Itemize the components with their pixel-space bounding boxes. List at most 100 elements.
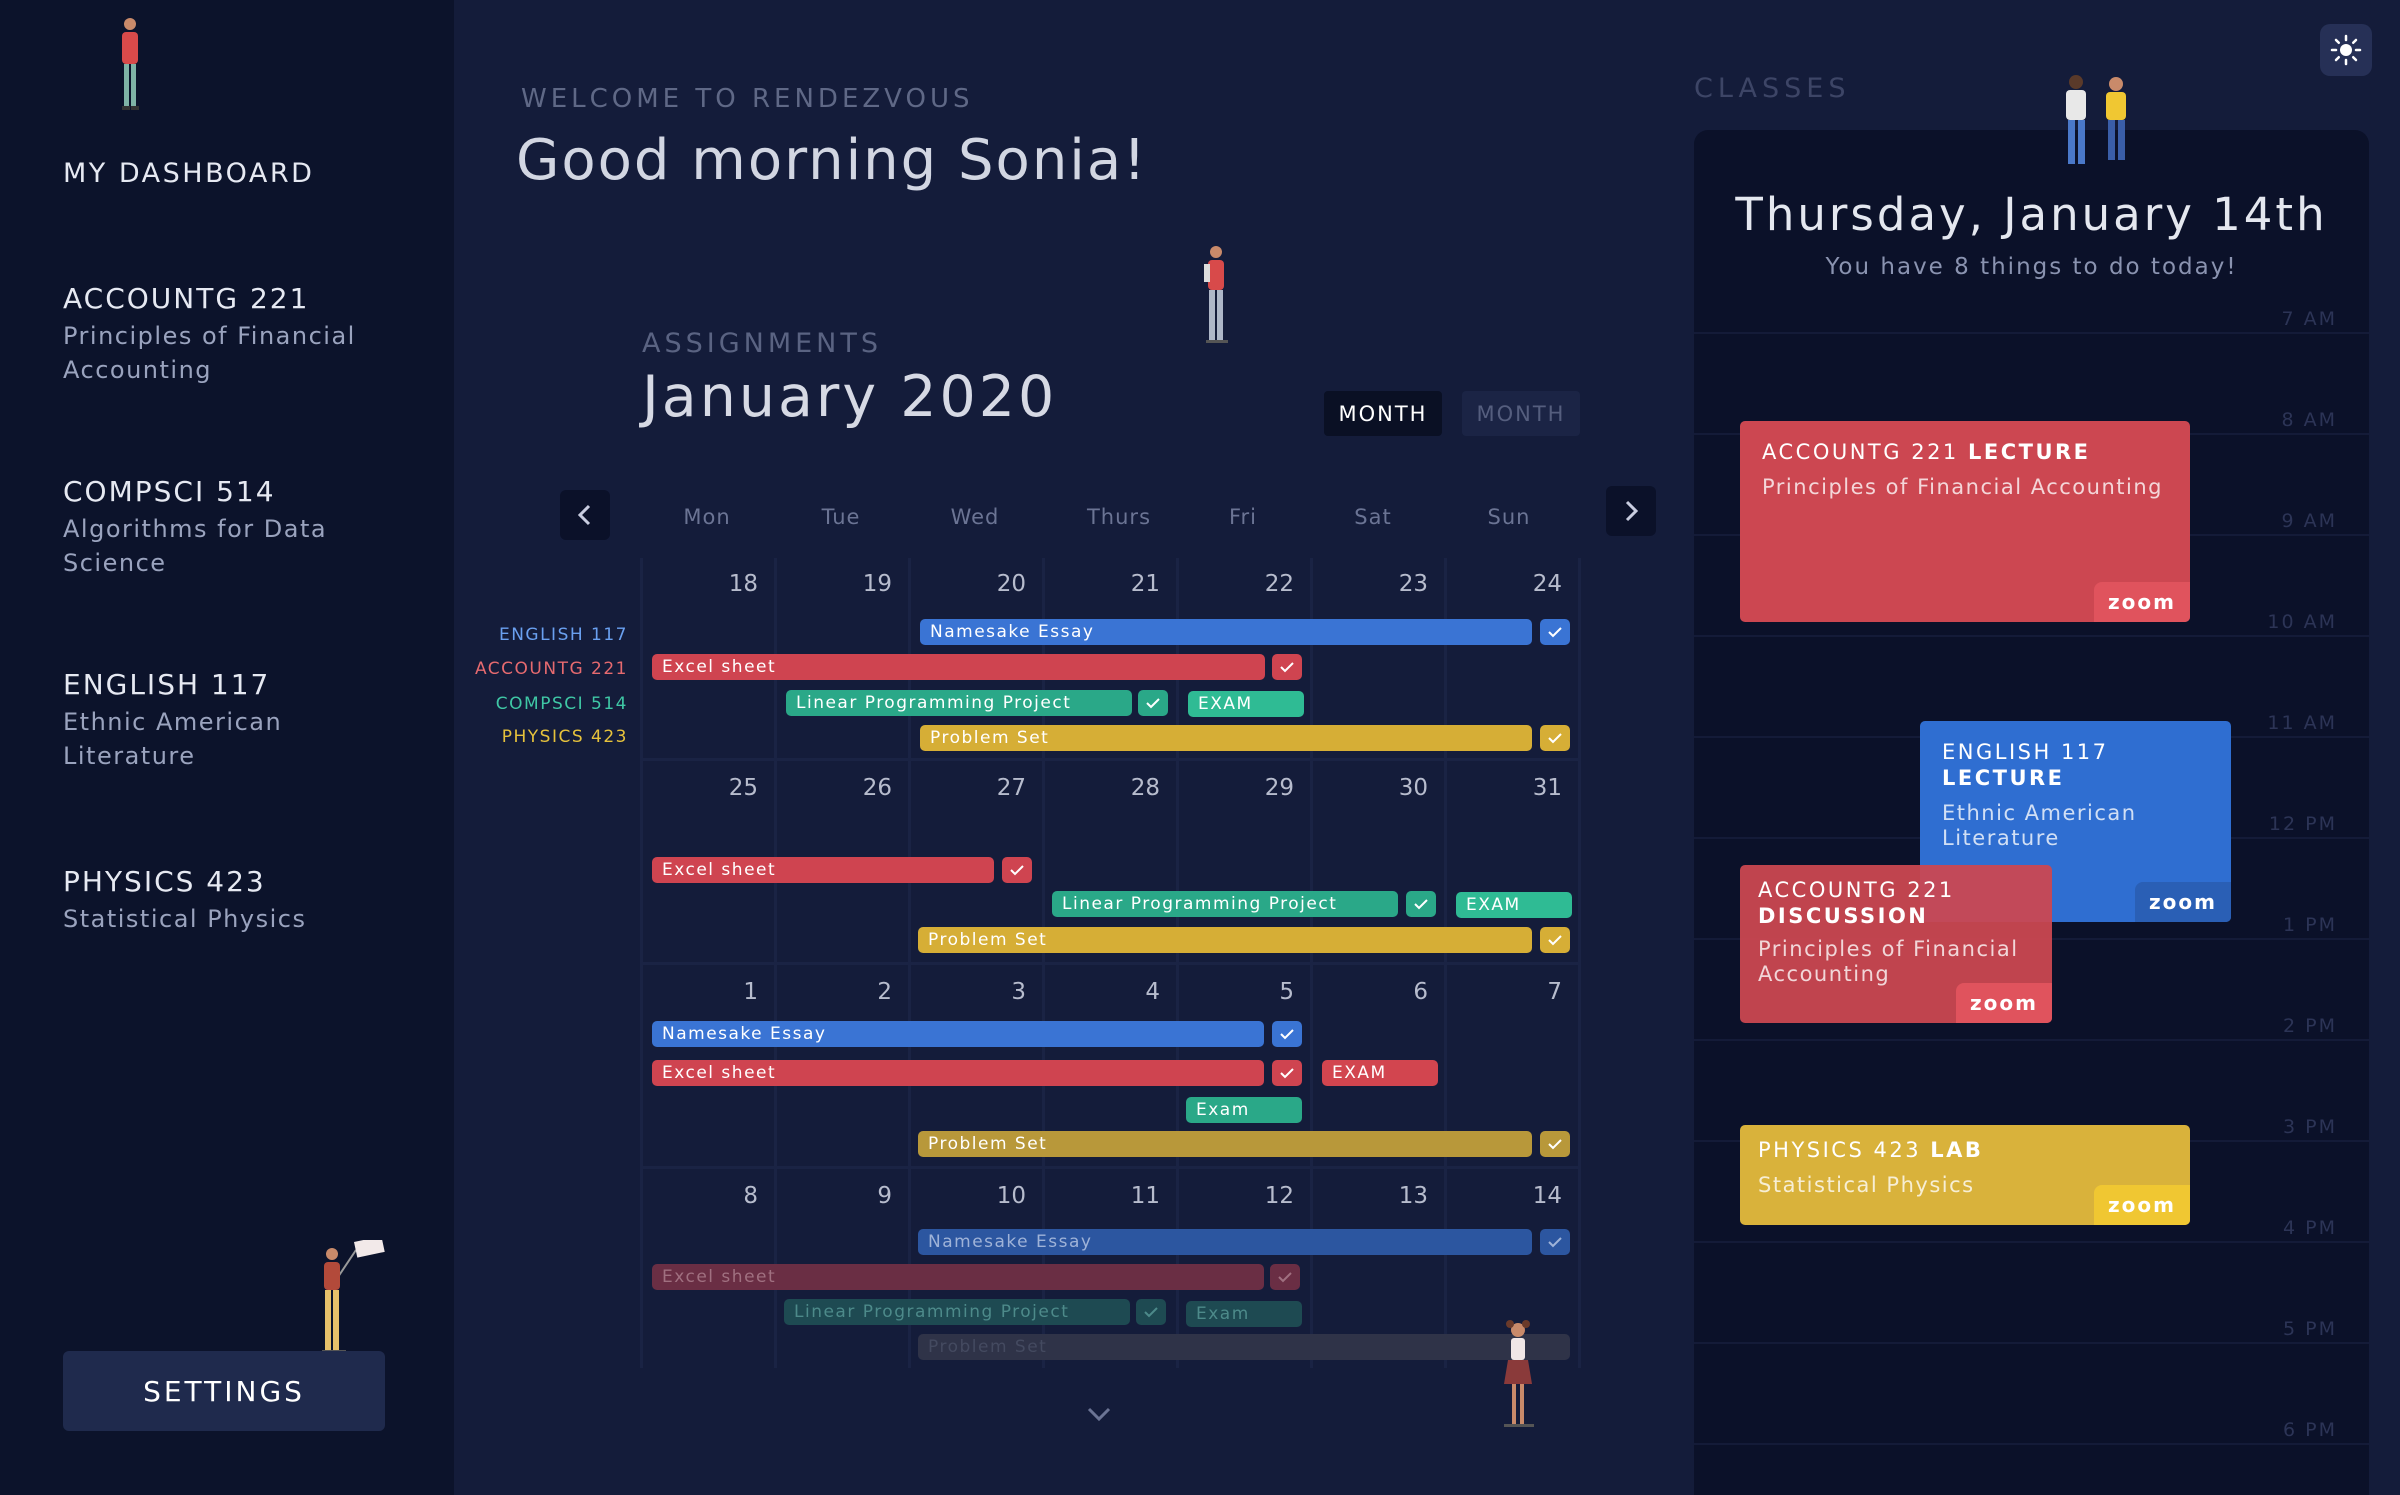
assignment-bar-excel-sheet[interactable]: Excel sheet <box>652 1060 1264 1086</box>
check-icon <box>1280 1068 1294 1079</box>
calendar-date[interactable]: 9 <box>877 1183 892 1209</box>
calendar-date[interactable]: 19 <box>862 571 892 597</box>
assignment-bar-problem-set[interactable]: Problem Set <box>920 725 1532 751</box>
settings-button[interactable]: SETTINGS <box>63 1351 385 1431</box>
prev-month-button[interactable] <box>560 490 610 540</box>
dashboard-title[interactable]: MY DASHBOARD <box>63 158 315 189</box>
assignment-check[interactable] <box>1540 619 1570 645</box>
month-title: January 2020 <box>642 364 1058 430</box>
month-view-toggle-alt[interactable]: MONTH <box>1462 391 1580 436</box>
assignment-check[interactable] <box>1270 1264 1300 1290</box>
sidebar-course-compsci[interactable]: COMPSCI 514 Algorithms for Data Science <box>63 475 423 580</box>
event-title: ACCOUNTG 221 LECTURE <box>1762 440 2091 464</box>
assignment-bar-linear-programming[interactable]: Linear Programming Project <box>1052 891 1398 917</box>
sun-icon <box>2330 34 2362 66</box>
check-icon <box>1010 865 1024 876</box>
assignment-check[interactable] <box>1272 654 1302 680</box>
calendar-date[interactable]: 2 <box>877 979 892 1005</box>
assignment-bar-excel-sheet[interactable]: Excel sheet <box>652 654 1265 680</box>
calendar-date[interactable]: 1 <box>743 979 758 1005</box>
assignment-bar-exam[interactable]: EXAM <box>1188 691 1304 717</box>
calendar-date[interactable]: 20 <box>996 571 1026 597</box>
assignment-bar-excel-sheet[interactable]: Excel sheet <box>652 1264 1264 1290</box>
hour-gridline <box>1694 332 2369 334</box>
calendar-date[interactable]: 24 <box>1532 571 1562 597</box>
sidebar-course-accountg[interactable]: ACCOUNTG 221 Principles of Financial Acc… <box>63 282 423 387</box>
calendar-date[interactable]: 21 <box>1130 571 1160 597</box>
event-accountg-discussion[interactable]: ACCOUNTG 221 DISCUSSION Principles of Fin… <box>1740 865 2052 1023</box>
assignment-check[interactable] <box>1138 690 1168 716</box>
legend-compsci: COMPSCI 514 <box>495 694 628 714</box>
check-icon <box>1280 1029 1294 1040</box>
calendar-date[interactable]: 11 <box>1130 1183 1160 1209</box>
calendar-date[interactable]: 30 <box>1398 775 1428 801</box>
assignment-bar-problem-set[interactable]: Problem Set <box>918 927 1532 953</box>
assignment-check[interactable] <box>1540 927 1570 953</box>
assignment-check[interactable] <box>1540 1131 1570 1157</box>
calendar-date[interactable]: 7 <box>1547 979 1562 1005</box>
calendar-date[interactable]: 25 <box>728 775 758 801</box>
legend-english: ENGLISH 117 <box>498 625 628 645</box>
event-subtitle: Statistical Physics <box>1758 1173 1975 1197</box>
assignment-bar-exam[interactable]: Exam <box>1186 1301 1302 1327</box>
calendar-date[interactable]: 22 <box>1264 571 1294 597</box>
calendar-date[interactable]: 18 <box>728 571 758 597</box>
assignment-bar-exam[interactable]: EXAM <box>1322 1060 1438 1086</box>
calendar-date[interactable]: 23 <box>1398 571 1428 597</box>
assignment-bar-linear-programming[interactable]: Linear Programming Project <box>784 1299 1130 1325</box>
assignment-check[interactable] <box>1540 1229 1570 1255</box>
assignment-check[interactable] <box>1002 857 1032 883</box>
assignment-bar-namesake-essay[interactable]: Namesake Essay <box>918 1229 1532 1255</box>
zoom-link[interactable]: zoom <box>1956 983 2052 1023</box>
calendar-date[interactable]: 31 <box>1532 775 1562 801</box>
calendar-date[interactable]: 29 <box>1264 775 1294 801</box>
assignment-bar-namesake-essay[interactable]: Namesake Essay <box>652 1021 1264 1047</box>
event-subtitle: Principles of Financial Accounting <box>1758 937 2019 986</box>
zoom-link[interactable]: zoom <box>2135 882 2231 922</box>
assignment-check[interactable] <box>1272 1021 1302 1047</box>
next-month-button[interactable] <box>1606 486 1656 536</box>
event-accountg-lecture[interactable]: ACCOUNTG 221 LECTURE Principles of Finan… <box>1740 421 2190 622</box>
event-english-lecture[interactable]: ENGLISH 117 LECTURE Ethnic American Liter… <box>1920 721 2231 922</box>
couple-illustration <box>2066 75 2126 164</box>
calendar-date[interactable]: 5 <box>1279 979 1294 1005</box>
theme-toggle-button[interactable] <box>2320 24 2372 76</box>
assignment-bar-exam[interactable]: Exam <box>1186 1097 1302 1123</box>
scroll-down-button[interactable] <box>1086 1406 1112 1426</box>
calendar-date[interactable]: 3 <box>1011 979 1026 1005</box>
calendar-date[interactable]: 27 <box>996 775 1026 801</box>
hour-label: 2 PM <box>2283 1015 2337 1037</box>
chevron-down-icon <box>1087 1407 1111 1422</box>
hour-label: 7 AM <box>2281 308 2337 330</box>
sidebar-course-english[interactable]: ENGLISH 117 Ethnic American Literature <box>63 668 423 773</box>
calendar-date[interactable]: 12 <box>1264 1183 1294 1209</box>
assignment-check[interactable] <box>1136 1299 1166 1325</box>
assignment-check[interactable] <box>1272 1060 1302 1086</box>
calendar-date[interactable]: 10 <box>996 1183 1026 1209</box>
assignment-bar-exam[interactable]: EXAM <box>1456 892 1572 918</box>
calendar-date[interactable]: 14 <box>1532 1183 1562 1209</box>
assignment-bar-namesake-essay[interactable]: Namesake Essay <box>920 619 1532 645</box>
calendar-date[interactable]: 28 <box>1130 775 1160 801</box>
calendar-date[interactable]: 26 <box>862 775 892 801</box>
calendar-date[interactable]: 8 <box>743 1183 758 1209</box>
hour-gridline <box>1694 1039 2369 1041</box>
sidebar-course-physics[interactable]: PHYSICS 423 Statistical Physics <box>63 865 423 936</box>
assignment-check[interactable] <box>1406 891 1436 917</box>
month-view-toggle[interactable]: MONTH <box>1324 391 1442 436</box>
assignments-label: ASSIGNMENTS <box>642 328 883 359</box>
calendar-date[interactable]: 6 <box>1413 979 1428 1005</box>
event-physics-lab[interactable]: PHYSICS 423 LAB Statistical Physics zoom <box>1740 1125 2190 1225</box>
assignment-check[interactable] <box>1540 725 1570 751</box>
assignment-bar-linear-programming[interactable]: Linear Programming Project <box>786 690 1132 716</box>
zoom-link[interactable]: zoom <box>2094 1185 2190 1225</box>
calendar-date[interactable]: 4 <box>1145 979 1160 1005</box>
calendar-date[interactable]: 13 <box>1398 1183 1428 1209</box>
classes-label: CLASSES <box>1694 73 1851 104</box>
assignment-bar-problem-set[interactable]: Problem Set <box>918 1131 1532 1157</box>
assignment-bar-excel-sheet[interactable]: Excel sheet <box>652 857 994 883</box>
zoom-link[interactable]: zoom <box>2094 582 2190 622</box>
assignment-bar-problem-set[interactable]: Problem Set <box>918 1334 1570 1360</box>
course-name: Algorithms for Data Science <box>63 515 328 577</box>
event-subtitle: Principles of Financial Accounting <box>1762 475 2163 499</box>
